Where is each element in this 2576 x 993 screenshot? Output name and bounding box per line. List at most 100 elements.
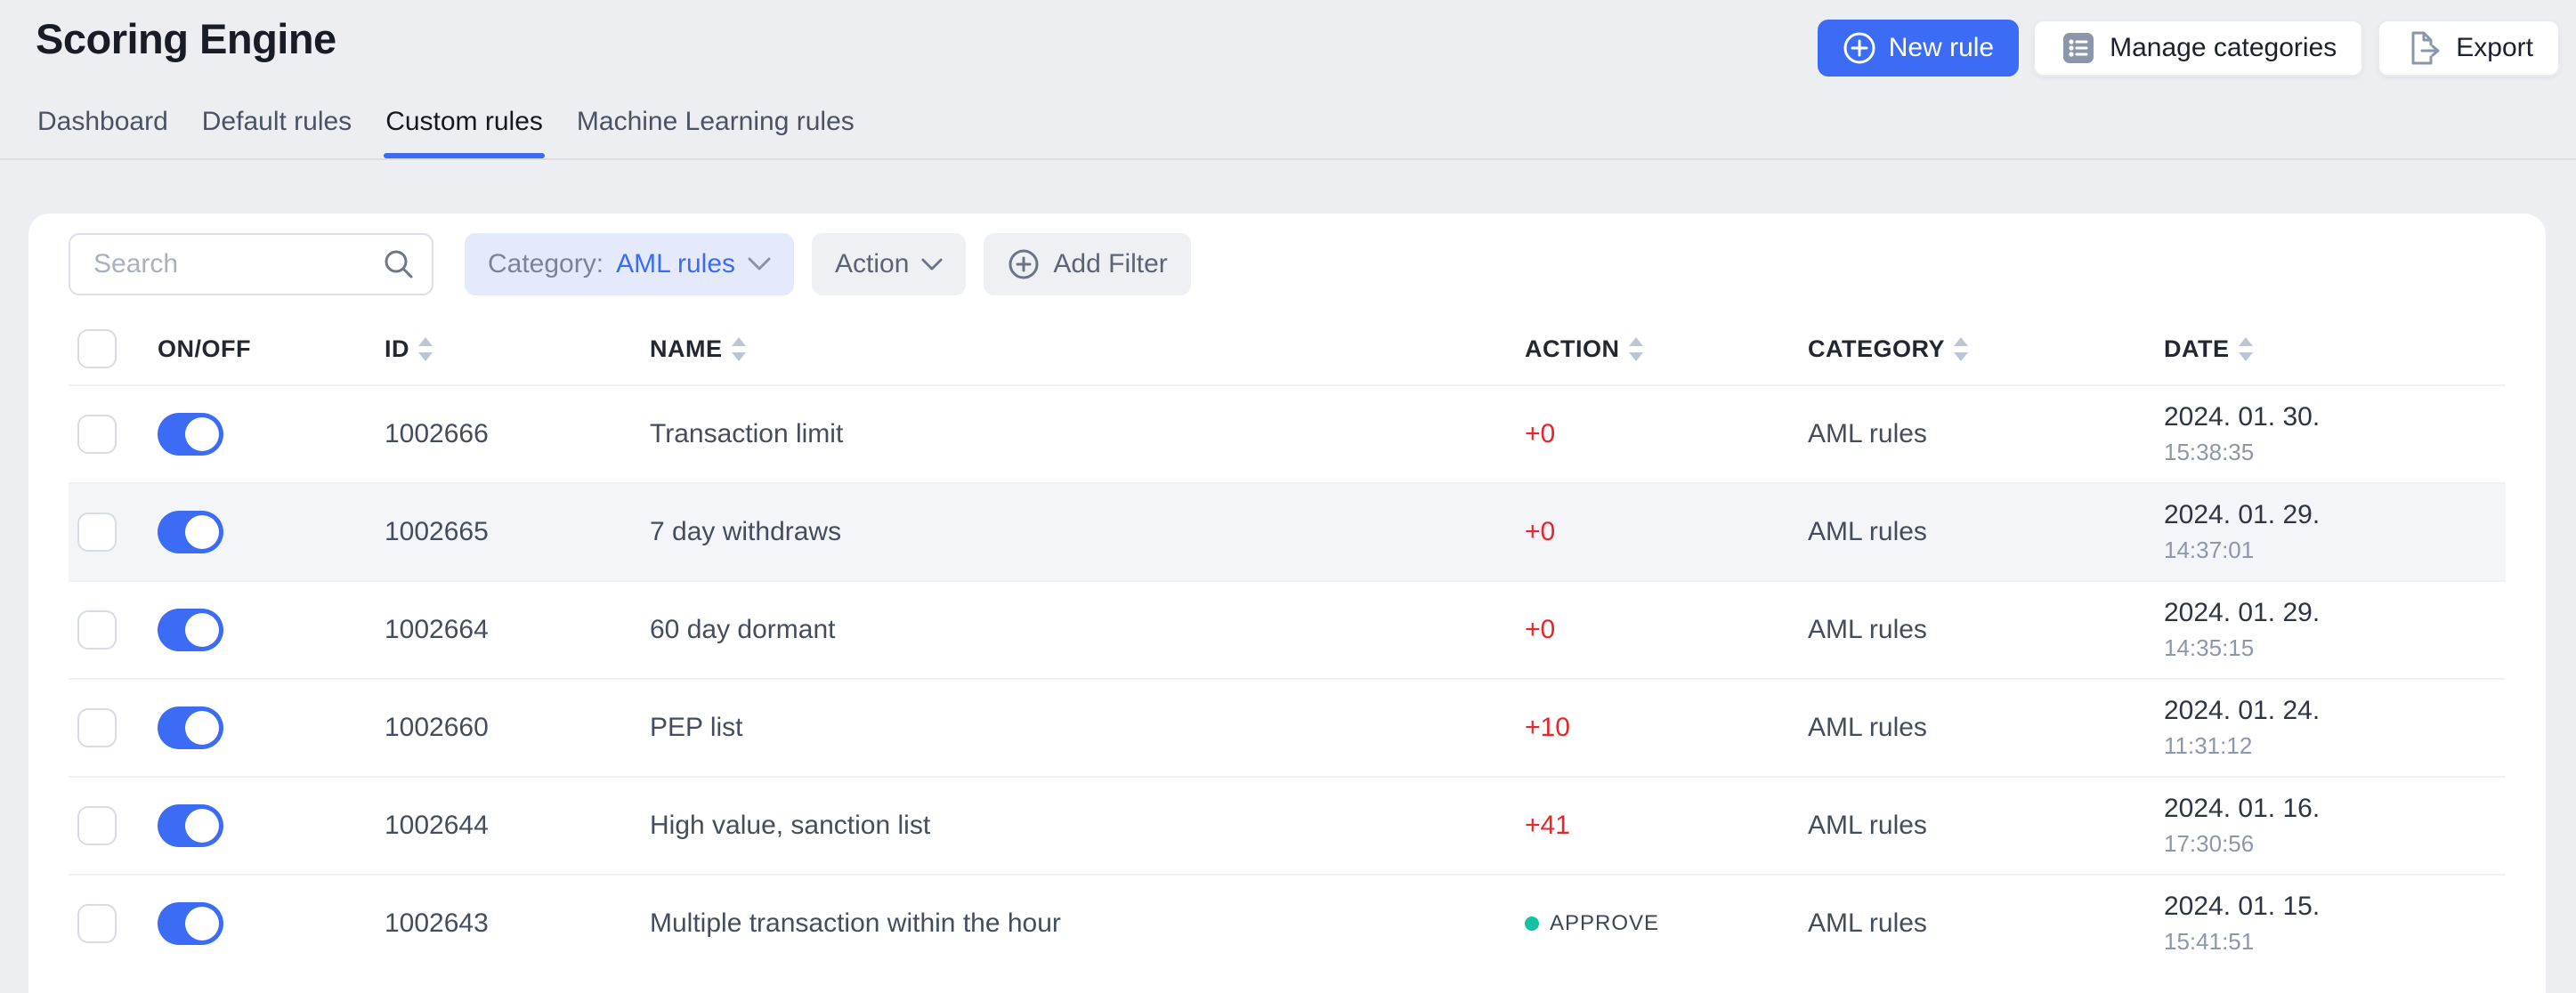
table-body: 1002666 Transaction limit +0 AML rules 2… xyxy=(69,384,2506,972)
rule-time: 11:31:12 xyxy=(2164,732,2253,759)
category-filter-chip[interactable]: Category: AML rules xyxy=(465,233,795,295)
table-row: 1002644 High value, sanction list +41 AM… xyxy=(69,776,2506,874)
row-select-cell xyxy=(69,708,158,747)
rule-id: 1002643 xyxy=(385,908,489,938)
rule-action-cell: +10 xyxy=(1525,713,1808,743)
column-header-date[interactable]: DATE xyxy=(2164,335,2506,363)
chevron-down-icon xyxy=(748,257,771,270)
column-header-category[interactable]: CATEGORY xyxy=(1808,335,2164,363)
column-header-action[interactable]: ACTION xyxy=(1525,335,1808,363)
rule-date-cell: 2024. 01. 16. 17:30:56 xyxy=(2164,794,2506,858)
rule-action-cell: APPROVE xyxy=(1525,911,1808,936)
rule-id: 1002644 xyxy=(385,811,489,840)
rule-date-cell: 2024. 01. 15. 15:41:51 xyxy=(2164,892,2506,956)
rule-id: 1002666 xyxy=(385,419,489,448)
add-filter-chip[interactable]: Add Filter xyxy=(984,233,1191,295)
table-row: 1002643 Multiple transaction within the … xyxy=(69,874,2506,972)
onoff-toggle[interactable] xyxy=(158,511,223,553)
row-select-cell xyxy=(69,610,158,650)
rule-category: AML rules xyxy=(1808,517,1927,546)
column-header-onoff: ON/OFF xyxy=(158,335,385,363)
rule-time: 15:41:51 xyxy=(2164,928,2255,955)
row-select-cell xyxy=(69,415,158,454)
rule-name: PEP list xyxy=(650,713,743,742)
rule-name: Multiple transaction within the hour xyxy=(650,908,1061,938)
column-label: CATEGORY xyxy=(1808,335,1946,362)
sort-arrows-icon[interactable] xyxy=(1954,336,1969,361)
new-rule-button[interactable]: New rule xyxy=(1817,20,2020,77)
row-checkbox[interactable] xyxy=(77,806,117,845)
rule-date-cell: 2024. 01. 24. 11:31:12 xyxy=(2164,696,2506,760)
plus-circle-icon xyxy=(1843,32,1875,64)
list-box-icon xyxy=(2063,33,2094,63)
rule-category: AML rules xyxy=(1808,811,1927,840)
table-row: 1002666 Transaction limit +0 AML rules 2… xyxy=(69,384,2506,482)
row-toggle-cell xyxy=(158,804,385,847)
row-select-cell xyxy=(69,904,158,943)
sort-arrows-icon[interactable] xyxy=(731,336,746,361)
onoff-toggle[interactable] xyxy=(158,902,223,945)
rule-date: 2024. 01. 16. xyxy=(2164,794,2321,823)
filter-bar: Category: AML rules Action Add Filter xyxy=(69,233,2506,295)
row-toggle-cell xyxy=(158,413,385,456)
file-export-icon xyxy=(2411,31,2440,65)
sort-arrows-icon[interactable] xyxy=(2238,336,2253,361)
action-approve: APPROVE xyxy=(1525,911,1808,936)
rule-name: 7 day withdraws xyxy=(650,517,842,546)
action-score: +0 xyxy=(1525,615,1556,644)
add-filter-label: Add Filter xyxy=(1053,249,1168,279)
table-row: 1002660 PEP list +10 AML rules 2024. 01.… xyxy=(69,678,2506,776)
tab-bar: Dashboard Default rules Custom rules Mac… xyxy=(37,107,855,158)
onoff-toggle[interactable] xyxy=(158,413,223,456)
tab-divider xyxy=(0,158,2576,160)
onoff-toggle[interactable] xyxy=(158,609,223,651)
rule-time: 14:37:01 xyxy=(2164,537,2255,563)
action-score: +0 xyxy=(1525,517,1556,546)
rule-date: 2024. 01. 30. xyxy=(2164,402,2321,432)
row-checkbox[interactable] xyxy=(77,415,117,454)
rule-date-cell: 2024. 01. 29. 14:37:01 xyxy=(2164,500,2506,564)
approve-dot-icon xyxy=(1525,916,1539,931)
rule-name: 60 day dormant xyxy=(650,615,836,644)
action-score: +10 xyxy=(1525,713,1570,742)
rule-category: AML rules xyxy=(1808,615,1927,644)
tab-custom-rules[interactable]: Custom rules xyxy=(384,107,545,158)
manage-categories-button[interactable]: Manage categories xyxy=(2033,20,2364,77)
sort-arrows-icon[interactable] xyxy=(418,336,433,361)
search-field xyxy=(69,233,433,295)
manage-categories-label: Manage categories xyxy=(2110,33,2337,62)
rule-date: 2024. 01. 15. xyxy=(2164,892,2321,921)
header-actions: New rule Manage categories Export xyxy=(1817,20,2560,77)
onoff-toggle[interactable] xyxy=(158,804,223,847)
column-label: ON/OFF xyxy=(158,335,251,362)
select-all-checkbox[interactable] xyxy=(77,329,117,368)
rule-date-cell: 2024. 01. 30. 15:38:35 xyxy=(2164,402,2506,466)
row-checkbox[interactable] xyxy=(77,904,117,943)
rule-date: 2024. 01. 29. xyxy=(2164,500,2321,529)
rule-action-cell: +0 xyxy=(1525,419,1808,449)
action-filter-chip[interactable]: Action xyxy=(812,233,967,295)
sort-arrows-icon[interactable] xyxy=(1628,336,1643,361)
tab-default-rules[interactable]: Default rules xyxy=(201,107,352,136)
table-row: 1002664 60 day dormant +0 AML rules 2024… xyxy=(69,580,2506,678)
tab-dashboard[interactable]: Dashboard xyxy=(37,107,168,136)
plus-circle-icon xyxy=(1009,249,1039,279)
page-title: Scoring Engine xyxy=(36,15,336,62)
rule-category: AML rules xyxy=(1808,713,1927,742)
row-checkbox[interactable] xyxy=(77,610,117,650)
approve-label: APPROVE xyxy=(1550,911,1660,935)
search-input[interactable] xyxy=(69,233,433,295)
column-header-id[interactable]: ID xyxy=(385,335,650,363)
row-checkbox[interactable] xyxy=(77,513,117,552)
onoff-toggle[interactable] xyxy=(158,706,223,749)
row-checkbox[interactable] xyxy=(77,708,117,747)
column-label: ACTION xyxy=(1525,335,1620,362)
action-score: +0 xyxy=(1525,419,1556,448)
export-button[interactable]: Export xyxy=(2378,20,2560,77)
category-filter-value: AML rules xyxy=(616,249,736,279)
tab-machine-learning-rules[interactable]: Machine Learning rules xyxy=(576,107,855,136)
row-toggle-cell xyxy=(158,609,385,651)
column-header-name[interactable]: NAME xyxy=(650,335,1525,363)
rule-id: 1002665 xyxy=(385,517,489,546)
row-select-cell xyxy=(69,513,158,552)
